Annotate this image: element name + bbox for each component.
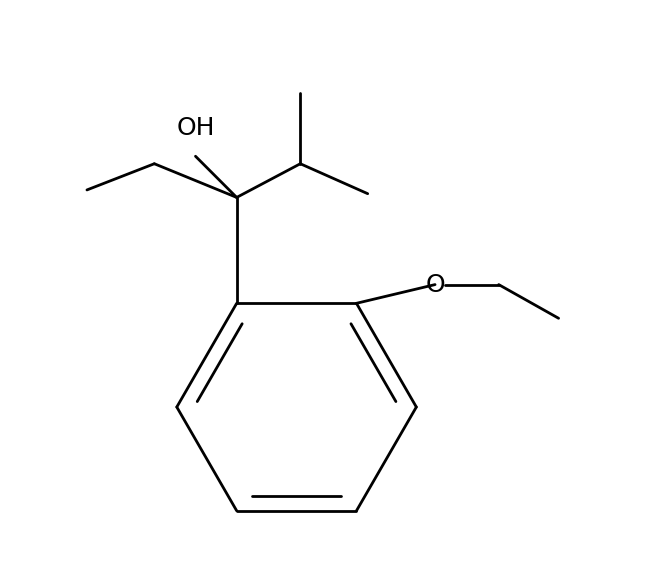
Text: OH: OH [176, 116, 214, 140]
Text: O: O [426, 272, 445, 297]
